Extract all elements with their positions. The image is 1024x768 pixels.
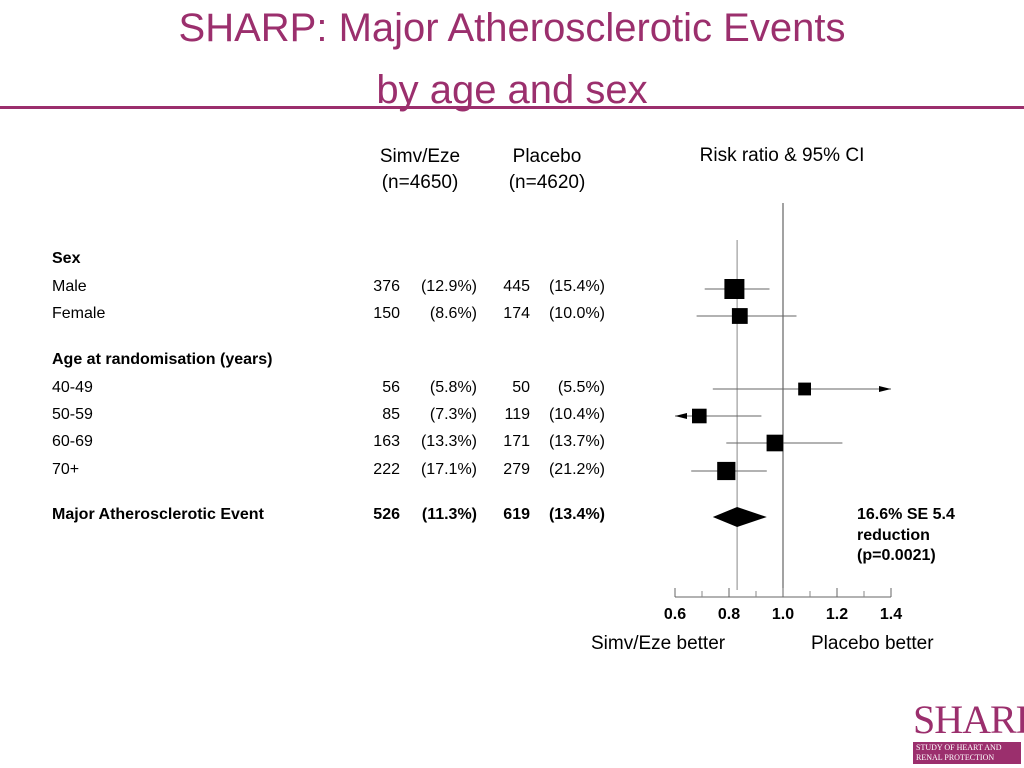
row-label-60-69: 60-69	[52, 433, 93, 450]
age60-g1-pct: (13.3%)	[420, 433, 477, 450]
estimate-square-0	[724, 279, 745, 299]
logo-tagline-2: RENAL PROTECTION	[916, 753, 995, 762]
age60-g2-pct: (13.7%)	[548, 433, 605, 450]
age50-g1-count: 85	[382, 406, 400, 423]
plot-header: Risk ratio & 95% CI	[699, 145, 865, 166]
ci-arrow-right-2	[879, 386, 891, 392]
age40-g2-count: 50	[512, 379, 530, 396]
female-g1-count: 150	[373, 305, 400, 322]
female-g1-pct: (8.6%)	[429, 305, 477, 322]
male-g2-pct: (15.4%)	[548, 278, 605, 295]
age50-g1-pct: (7.3%)	[429, 406, 477, 423]
reduction-line2: reduction	[857, 526, 930, 544]
total-g1-count: 526	[373, 506, 400, 523]
slide-title-line2: by age and sex	[376, 68, 648, 112]
slide-title-line1: SHARP: Major Atherosclerotic Events	[178, 6, 846, 50]
favours-right-label: Placebo better	[811, 633, 934, 654]
row-label-female: Female	[52, 305, 106, 322]
reduction-line1: 16.6% SE 5.4	[857, 506, 955, 523]
row-label-sex-header: Sex	[52, 250, 81, 267]
row-label-50-59: 50-59	[52, 406, 93, 423]
group1-name: Simv/Eze	[379, 146, 461, 167]
x-tick-label-1: 0.8	[718, 606, 740, 623]
male-g1-count: 376	[373, 278, 400, 295]
female-g2-count: 174	[503, 305, 530, 322]
estimate-square-1	[731, 308, 748, 324]
row-label-age-header: Age at randomisation (years)	[52, 351, 273, 368]
logo-tagline: STUDY OF HEART AND RENAL PROTECTION	[913, 742, 1021, 764]
male-g2-count: 445	[503, 278, 530, 295]
row-label-male: Male	[52, 278, 87, 295]
row-label-40-49: 40-49	[52, 379, 93, 396]
age70-g1-pct: (17.1%)	[420, 461, 477, 478]
group2-name: Placebo	[512, 146, 582, 167]
x-tick-label-0: 0.6	[664, 606, 686, 623]
group2-n: (n=4620)	[508, 172, 586, 193]
logo-tagline-1: STUDY OF HEART AND	[916, 743, 1002, 752]
overall-diamond	[712, 507, 767, 527]
age70-g2-count: 279	[503, 461, 530, 478]
age50-g2-pct: (10.4%)	[548, 406, 605, 423]
x-tick-label-4: 1.4	[880, 606, 902, 623]
group1-header: Simv/Eze (n=4650)	[360, 144, 480, 196]
row-label-70-plus: 70+	[52, 461, 80, 478]
age70-g2-pct: (21.2%)	[548, 461, 605, 478]
reduction-annotation: 16.6% SE 5.4 reduction (p=0.0021)	[857, 505, 955, 567]
age70-g1-count: 222	[373, 461, 400, 478]
age40-g1-count: 56	[382, 379, 400, 396]
total-g2-pct: (13.4%)	[548, 506, 605, 523]
age50-g2-count: 119	[504, 406, 530, 423]
age60-g1-count: 163	[373, 433, 400, 450]
logo-wordmark: SHARP	[913, 697, 1024, 742]
estimate-square-4	[766, 434, 784, 452]
sharp-logo: SHARP STUDY OF HEART AND RENAL PROTECTIO…	[913, 697, 1024, 764]
estimate-square-2	[798, 382, 811, 396]
estimate-square-5	[717, 461, 736, 481]
male-g1-pct: (12.9%)	[420, 278, 477, 295]
female-g2-pct: (10.0%)	[548, 305, 605, 322]
row-label-total: Major Atherosclerotic Event	[52, 506, 264, 523]
total-g1-pct: (11.3%)	[421, 506, 477, 523]
x-tick-label-3: 1.2	[826, 606, 848, 623]
title-divider	[0, 106, 1024, 109]
ci-arrow-left-3	[675, 413, 687, 419]
age40-g1-pct: (5.8%)	[429, 379, 477, 396]
group1-n: (n=4650)	[381, 172, 459, 193]
age40-g2-pct: (5.5%)	[557, 379, 605, 396]
favours-left-label: Simv/Eze better	[591, 633, 726, 654]
age60-g2-count: 171	[503, 433, 530, 450]
total-g2-count: 619	[503, 506, 530, 523]
x-tick-label-2: 1.0	[772, 606, 794, 623]
estimate-square-3	[692, 408, 707, 424]
reduction-line3: (p=0.0021)	[857, 547, 936, 564]
group2-header: Placebo (n=4620)	[487, 144, 607, 196]
